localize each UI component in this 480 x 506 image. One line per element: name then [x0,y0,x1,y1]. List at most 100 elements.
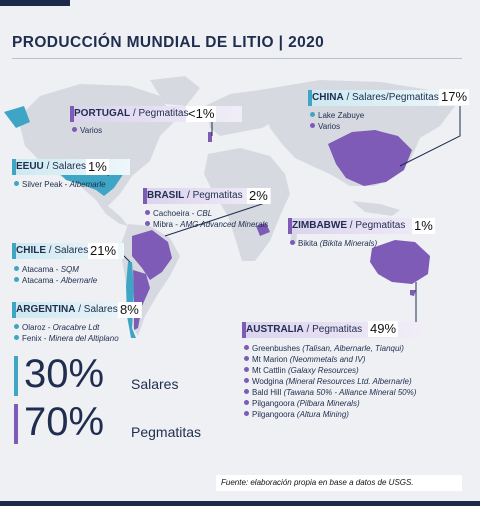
list-item: Cachoeira - CBL [145,208,268,219]
bullet-icon [14,266,19,271]
indonesia-shape [352,201,400,216]
bullet-icon [14,277,19,282]
list-item: Mt Cattlin (Galaxy Resources) [244,365,416,376]
items-zimbabwe: Bikita (Bikita Minerals) [290,238,377,249]
items-brasil: Cachoeira - CBL Mibra - AMG Advanced Min… [145,208,268,230]
bullet-icon [244,345,249,350]
bullet-icon [145,221,150,226]
items-australia: Greenbushes (Talisan, Albernarle, Tianqu… [244,343,416,420]
china-highlight [328,130,412,186]
list-item: Varios [72,125,102,136]
zimbabwe-highlight [256,223,270,236]
summary-value: 70% [24,400,105,444]
country-type: / Salares [46,245,89,256]
summary-label: Salares [131,376,179,392]
items-portugal: Varios [72,125,102,136]
bullet-icon [244,378,249,383]
africa-shape [204,148,290,261]
bullet-icon [145,210,150,215]
portugal-highlight [208,132,212,142]
bullet-icon [244,367,249,372]
source-note: Fuente: elaboración propia en base a dat… [216,475,462,491]
country-name: CHILE [16,245,46,256]
bullet-icon [244,389,249,394]
list-item: Wodgina (Mineral Resources Ltd. Albernar… [244,376,416,387]
list-item: Olaroz - Oracabre Ldt [14,322,119,333]
country-type: / Salares [75,304,118,315]
bullet-icon [310,112,315,117]
country-name: ARGENTINA [16,304,76,315]
australia-highlight [370,240,430,284]
greenland-shape [150,76,200,106]
list-item: Greenbushes (Talisan, Albernarle, Tianqu… [244,343,416,354]
country-name: PORTUGAL [74,108,131,119]
items-argentina: Olaroz - Oracabre Ldt Fenix - Minera del… [14,322,119,344]
title-divider [12,58,462,59]
country-type: / Pegmatitas [184,190,243,201]
country-type: / Salares/Pegmatitas [343,92,439,103]
list-item: Lake Zabuye [310,110,364,121]
label-zimbabwe: ZIMBABWE / Pegmatitas [288,218,434,234]
list-item: Bikita (Bikita Minerals) [290,238,377,249]
pct-china: 17% [439,89,470,105]
list-item: Pilgangoora (Pilbara Minerals) [244,398,416,409]
page-title: PRODUCCIÓN MUNDIAL DE LITIO | 2020 [12,34,325,51]
country-name: AUSTRALIA [246,324,304,335]
pct-brasil: 2% [247,188,270,204]
items-china: Lake Zabuye Varios [310,110,364,132]
list-item: Atacama - SQM [14,264,97,275]
bullet-icon [14,324,19,329]
china-leader [399,102,461,167]
list-item: Pilgangoora (Altura Mining) [244,409,416,420]
bullet-icon [244,411,249,416]
country-type: / Pegmatitas [303,324,363,335]
list-item: Mibra - AMG Advanced Minerals [145,219,268,230]
summary-label: Pegmatitas [131,424,202,440]
bullet-icon [244,356,249,361]
items-eeuu: Silver Peak - Albemarle [14,179,106,190]
bullet-icon [72,127,77,132]
country-type: / Pegmatitas [130,108,189,119]
summary-value: 30% [24,352,105,396]
label-brasil: BRASIL / Pegmatitas [143,188,271,204]
pct-eeuu: 1% [86,159,109,175]
list-item: Atacama - Albernarle [14,275,97,286]
top-accent-bar [0,0,70,6]
country-type: / Pegmatitas [347,220,406,231]
country-name: EEUU [16,161,44,172]
chile-highlight [126,262,136,338]
list-item: Bald Hill (Tawana 50% - Alliance Mineral… [244,387,416,398]
bullet-icon [290,240,295,245]
list-item: Mt Marion (Neommetals and IV) [244,354,416,365]
label-australia: AUSTRALIA / Pegmatitas [242,322,422,338]
country-name: BRASIL [147,190,185,201]
list-item: Fenix - Minera del Altiplano [14,333,119,344]
alaska-highlight [4,106,30,128]
country-name: CHINA [312,92,344,103]
brazil-highlight [132,230,172,280]
world-map [4,76,461,338]
label-china: CHINA / Salares/Pegmatitas [308,90,464,106]
bullet-icon [14,181,19,186]
list-item: Silver Peak - Albemarle [14,179,106,190]
pct-chile: 21% [88,243,119,259]
label-eeuu: EEUU / Salares [12,159,130,175]
items-chile: Atacama - SQM Atacama - Albernarle [14,264,97,286]
label-portugal: PORTUGAL / Pegmatitas [70,106,242,122]
pct-portugal: <1% [186,106,217,122]
tasmania-highlight [410,290,416,296]
summary-color-bar [14,404,18,444]
summary-color-bar [14,356,18,396]
country-type: / Salares [43,161,87,172]
pct-australia: 49% [368,321,399,337]
pct-zimbabwe: 1% [412,218,435,234]
country-name: ZIMBABWE [292,220,347,231]
bullet-icon [244,400,249,405]
bullet-icon [310,123,315,128]
label-chile: CHILE / Salares [12,243,124,259]
central-america-shape [96,200,128,226]
bottom-accent-bar [0,501,480,506]
pct-argentina: 8% [118,302,141,318]
bullet-icon [14,335,19,340]
list-item: Varios [310,121,364,132]
